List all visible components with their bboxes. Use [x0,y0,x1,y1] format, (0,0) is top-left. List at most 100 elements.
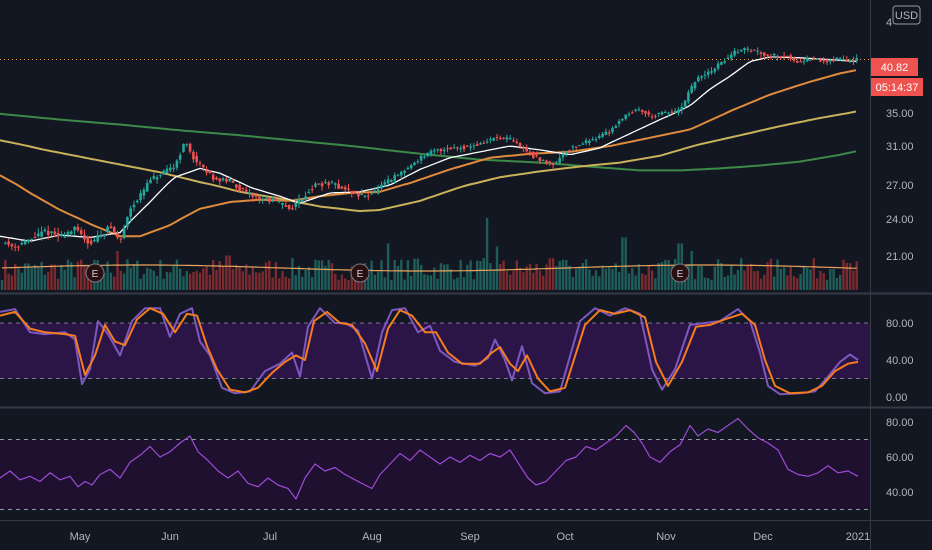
candle-body [4,243,7,245]
volume-bar [132,263,136,290]
volume-bar [212,260,215,290]
volume-bar [106,261,109,290]
candle-body [426,152,429,157]
volume-bar [452,279,456,290]
volume-bar [707,278,710,290]
price-axis-tick: 4 [886,17,892,29]
currency-label: USD [895,10,918,22]
candle-body [304,196,307,200]
candle-body [254,195,258,197]
volume-bar [47,271,50,290]
candle-body [561,153,565,158]
volume-bar [842,259,845,290]
candle-body [558,157,561,163]
volume-bar [505,271,509,290]
volume-bar [446,264,449,290]
candle-body [294,202,297,207]
candle-body [103,233,106,237]
volume-bar [330,263,334,290]
candle-body [660,112,664,115]
stochastic-axis-tick: 80.00 [886,318,914,330]
volume-bar [155,275,159,290]
volume-bar [66,259,70,290]
candle-body [449,147,453,150]
volume-bar [462,277,466,290]
volume-bar [578,267,581,290]
currency-button[interactable] [892,5,921,25]
volume-bar [466,264,469,290]
volume-bar [502,260,505,290]
candle-body [126,216,129,227]
candle-body [60,233,63,236]
volume-bar [205,266,208,290]
volume-bar [139,278,142,290]
volume-bar [297,266,301,290]
volume-bar [835,277,839,290]
candle-body [607,132,611,134]
candle-body [766,54,769,56]
volume-bar [27,263,30,290]
candle-body [109,226,113,228]
volume-bar [532,272,535,290]
volume-bar [324,266,327,290]
volume-bar [149,268,152,290]
stochastic-d-line [0,307,859,395]
volume-bar [736,269,740,290]
volume-bar [545,264,548,290]
volume-bar [113,276,116,290]
volume-bar [70,262,73,290]
volume-bar [832,269,835,290]
volume-bar [109,272,113,290]
candle-body [584,140,588,144]
candle-body [416,161,420,163]
volume-bar [278,278,281,290]
earnings-marker-icon[interactable] [350,263,370,283]
volume-bar [373,274,377,290]
volume-bar [796,278,799,290]
ma-slow-line [0,110,857,213]
volume-bar [43,274,47,290]
volume-bar [423,274,426,290]
candle-body [436,149,439,151]
candle-body [37,233,40,237]
candle-body [433,150,436,152]
candle-body [462,145,466,150]
earnings-marker-icon[interactable] [670,263,690,283]
candle-body [324,181,327,184]
candle-body [776,56,779,58]
candle-body [70,231,73,235]
candle-body [165,168,169,173]
volume-bar [231,268,235,290]
candle-body [522,147,525,149]
volume-bar [819,270,822,290]
volume-bar [753,271,756,290]
volume-bar [103,272,106,290]
candle-body [739,49,743,52]
earnings-marker-label: E [677,269,684,280]
candle-body [129,208,132,217]
candle-body [683,100,687,107]
earnings-marker-icon[interactable] [85,263,105,283]
volume-bar [769,258,773,290]
candle-body [152,176,156,179]
volume-bar [617,272,621,290]
volume-bar [287,278,291,290]
candle-body [211,174,215,180]
volume-bar [848,263,852,290]
volume-bar [509,274,512,290]
volume-bar [726,275,730,290]
candle-body [248,192,251,194]
volume-bar [53,264,56,290]
volume-bar [119,270,122,290]
candle-body [825,59,829,63]
candle-body [647,112,651,115]
volume-bar [215,269,218,290]
candle-body [297,199,301,205]
candle-body [650,116,654,118]
volume-bar [20,272,23,290]
volume-bar [710,279,713,290]
volume-bar [162,278,165,290]
volume-bar [261,271,264,290]
volume-bar [370,260,373,290]
